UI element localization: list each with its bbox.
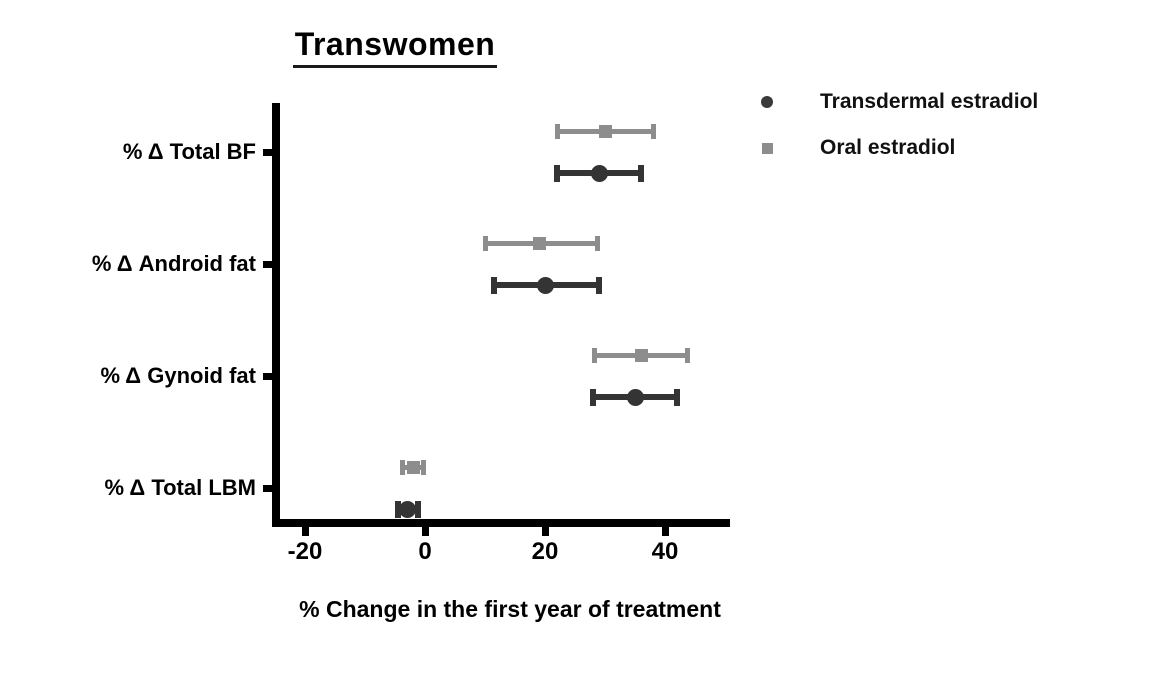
- data-point-marker: [590, 164, 608, 182]
- error-bar-cap-right: [685, 347, 691, 363]
- data-point-marker: [532, 236, 546, 250]
- error-bar-cap-left: [590, 388, 596, 406]
- data-point-marker: [598, 124, 612, 138]
- data-point-marker: [634, 348, 648, 362]
- legend-marker-circle-icon: [755, 96, 779, 108]
- category-label: % Δ Android fat: [91, 251, 256, 276]
- error-bar-cap-left: [491, 276, 497, 294]
- error-bar-cap-left: [400, 459, 406, 475]
- error-bar-cap-right: [596, 276, 602, 294]
- legend-label: Oral estradiol: [820, 136, 956, 159]
- category-label: % Δ Total BF: [122, 139, 256, 164]
- error-bar-cap-right: [638, 164, 644, 182]
- y-axis-tick: [263, 484, 272, 492]
- y-axis-tick: [263, 372, 272, 380]
- x-axis-tick: [541, 527, 549, 536]
- error-bar-cap-right: [420, 459, 426, 475]
- x-axis-tick: [661, 527, 669, 536]
- error-bar-cap-right: [594, 235, 600, 251]
- y-axis-spine: [272, 103, 280, 527]
- category-label: % Δ Gynoid fat: [100, 363, 256, 388]
- legend-marker-square-icon: [755, 142, 779, 154]
- error-bar-cap-right: [414, 500, 421, 518]
- x-axis-spine: [272, 519, 730, 527]
- error-bar-cap-left: [554, 164, 560, 182]
- x-tick-label: 40: [651, 538, 679, 565]
- data-point-marker: [398, 500, 416, 518]
- data-point-marker: [626, 388, 644, 406]
- x-tick-label: -20: [287, 538, 323, 565]
- x-axis-label: % Change in the first year of treatment: [299, 596, 721, 622]
- error-bar-cap-left: [554, 123, 560, 139]
- x-axis-tick: [421, 527, 429, 536]
- x-tick-label: 20: [531, 538, 559, 565]
- error-bar-cap-left: [592, 347, 598, 363]
- error-bar-cap-right: [674, 388, 680, 406]
- chart-title: Transwomen: [260, 26, 530, 68]
- legend-item-transdermal: Transdermal estradiol: [755, 79, 1038, 125]
- x-axis-tick: [301, 527, 309, 536]
- data-point-marker: [536, 276, 554, 294]
- category-label: % Δ Total LBM: [104, 475, 256, 500]
- legend-item-oral: Oral estradiol: [755, 125, 1038, 171]
- error-bar-cap-left: [395, 500, 401, 518]
- legend-label: Transdermal estradiol: [820, 90, 1039, 113]
- error-bar-cap-right: [650, 123, 656, 139]
- x-tick-label: 0: [418, 538, 432, 565]
- legend: Transdermal estradiol Oral estradiol: [755, 79, 1038, 171]
- data-point-marker: [406, 460, 420, 474]
- y-axis-tick: [263, 148, 272, 156]
- error-bar-cap-left: [482, 235, 488, 251]
- y-axis-tick: [263, 260, 272, 268]
